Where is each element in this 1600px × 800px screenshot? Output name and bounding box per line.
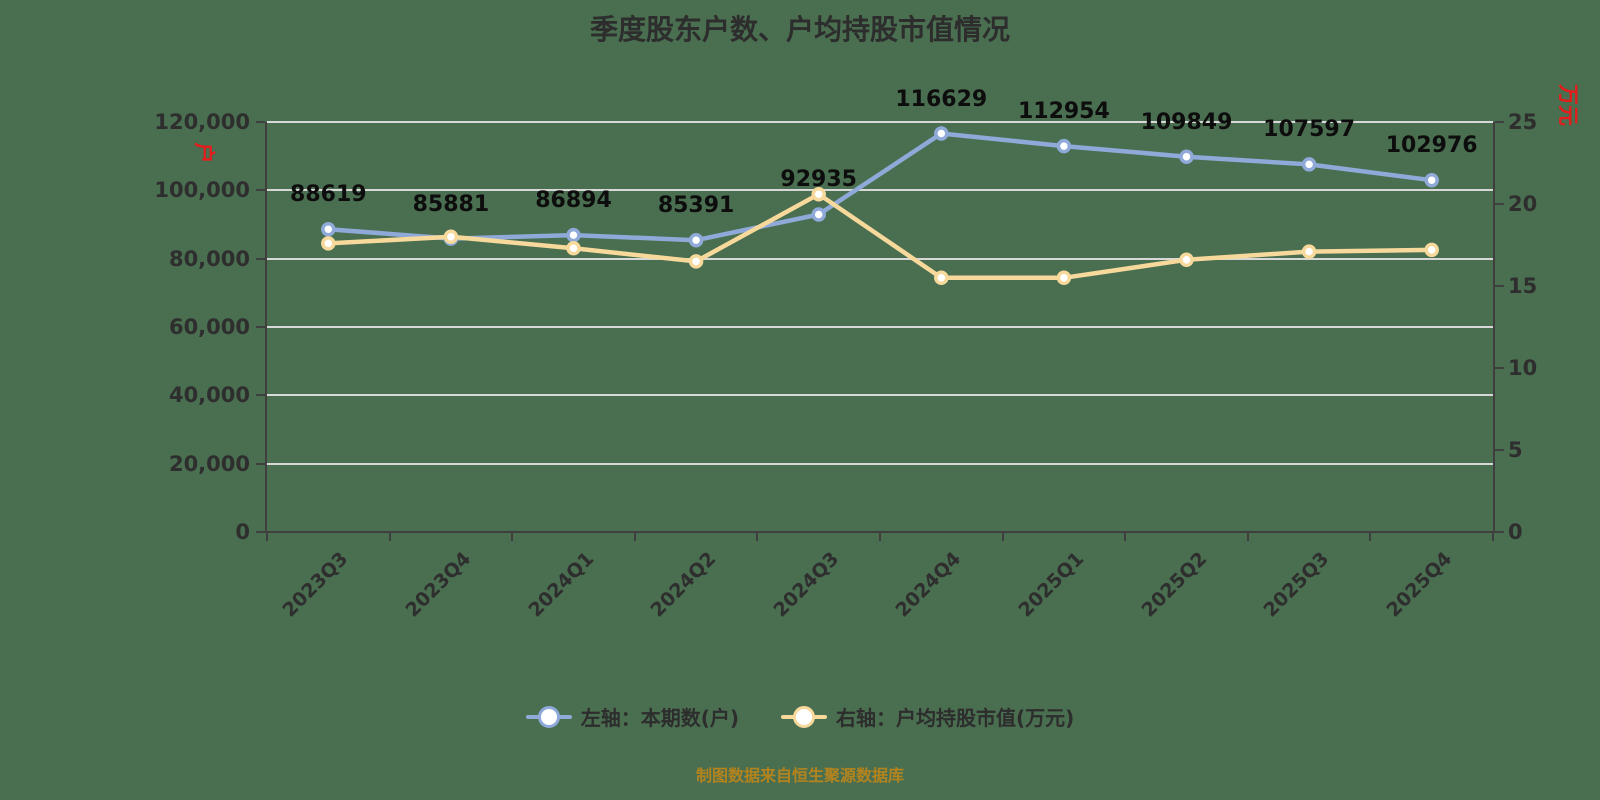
data-point-marker[interactable] xyxy=(811,186,826,202)
x-axis-tick xyxy=(1369,532,1372,541)
y-axis-left-tick xyxy=(256,121,265,123)
y-axis-left-tick-label: 120,000 xyxy=(154,110,250,134)
x-axis-tick-label: 2025Q4 xyxy=(1382,547,1456,622)
y-axis-line-left xyxy=(265,122,267,533)
y-axis-right-tick xyxy=(1495,449,1504,451)
x-axis-tick xyxy=(1246,532,1249,541)
data-point-label: 85881 xyxy=(412,191,490,217)
data-point-marker[interactable] xyxy=(1301,157,1317,172)
x-axis-tick-label: 2025Q2 xyxy=(1137,547,1211,622)
grid-line xyxy=(267,257,1493,260)
x-axis-tick-label: 2025Q1 xyxy=(1014,547,1089,622)
y-axis-right-tick xyxy=(1495,285,1504,287)
x-axis-tick xyxy=(1124,532,1127,541)
y-axis-right-tick-label: 25 xyxy=(1508,110,1538,134)
y-axis-right-tick xyxy=(1495,203,1504,205)
y-axis-right-tick-label: 10 xyxy=(1508,356,1538,380)
x-axis-tick-label: 2024Q1 xyxy=(524,547,598,622)
y-axis-left-tick-label: 40,000 xyxy=(168,383,250,408)
data-point-label: 116629 xyxy=(895,86,988,112)
data-point-marker[interactable] xyxy=(688,254,704,269)
legend-item[interactable]: 左轴：本期数(户) xyxy=(525,702,739,731)
legend: 左轴：本期数(户) 右轴：户均持股市值(万元) xyxy=(0,702,1600,731)
grid-line xyxy=(267,189,1493,192)
y-axis-right-tick-label: 15 xyxy=(1508,274,1538,298)
data-point-marker[interactable] xyxy=(1179,252,1194,268)
y-axis-left-tick xyxy=(256,257,265,260)
footer-note: 制图数据来自恒生聚源数据库 xyxy=(695,766,904,785)
data-point-marker[interactable] xyxy=(688,232,704,248)
chart-title: 季度股东户数、户均持股市值情况 xyxy=(589,13,1010,46)
x-axis-tick xyxy=(1492,532,1494,541)
series-line-blue xyxy=(326,131,1434,243)
y-axis-left-tick xyxy=(256,326,265,328)
data-point-marker[interactable] xyxy=(934,126,949,141)
data-point-marker[interactable] xyxy=(1056,270,1072,286)
data-point-marker[interactable] xyxy=(443,229,459,245)
grid-line xyxy=(267,394,1493,397)
x-axis-tick xyxy=(511,532,514,541)
y-axis-right-tick-label: 0 xyxy=(1508,520,1523,544)
data-point-marker[interactable] xyxy=(934,270,949,286)
data-point-marker[interactable] xyxy=(1424,242,1439,258)
data-point-marker[interactable] xyxy=(566,241,581,256)
data-point-label: 107597 xyxy=(1263,117,1356,143)
series-line-yellow xyxy=(326,191,1434,281)
y-axis-left-tick xyxy=(256,189,265,192)
data-point-marker[interactable] xyxy=(321,236,336,251)
data-point-label: 112954 xyxy=(1017,99,1110,125)
data-point-marker[interactable] xyxy=(321,221,336,237)
y-axis-left-tick xyxy=(256,394,265,397)
y-axis-left-tick-label: 60,000 xyxy=(168,315,250,339)
data-point-marker[interactable] xyxy=(1056,138,1072,154)
data-point-label: 86894 xyxy=(535,188,612,214)
legend-item-label: 左轴：本期数(户) xyxy=(580,706,739,730)
y-axis-left-tick-label: 100,000 xyxy=(154,178,250,203)
data-point-marker[interactable] xyxy=(1301,244,1317,259)
y-axis-right-tick-label: 20 xyxy=(1508,192,1538,216)
y-axis-left-tick xyxy=(256,531,265,533)
y-axis-line-right xyxy=(1493,122,1495,533)
x-axis-tick-label: 2023Q3 xyxy=(278,547,353,622)
legend-line-circle-icon xyxy=(525,705,572,728)
y-axis-left-tick xyxy=(256,462,265,465)
legend-item-label: 右轴：户均持股市值(万元) xyxy=(836,706,1075,730)
y-axis-left-tick-label: 20,000 xyxy=(168,451,250,476)
x-axis-tick-label: 2025Q3 xyxy=(1259,547,1334,622)
data-point-marker[interactable] xyxy=(1424,172,1439,188)
x-axis-tick xyxy=(879,532,881,541)
legend-item[interactable]: 右轴：户均持股市值(万元) xyxy=(781,702,1074,731)
data-point-label: 85391 xyxy=(657,193,735,219)
y-axis-right-tick xyxy=(1495,121,1504,123)
data-point-marker[interactable] xyxy=(811,207,826,222)
grid-line xyxy=(267,462,1493,465)
data-point-label: 92935 xyxy=(780,167,857,193)
data-point-marker[interactable] xyxy=(1179,149,1194,164)
x-axis-tick xyxy=(756,532,759,541)
data-point-label: 88619 xyxy=(290,182,367,208)
y-axis-right-tick xyxy=(1495,367,1504,369)
grid-line xyxy=(267,326,1493,328)
grid-line xyxy=(267,121,1493,123)
x-axis-tick-label: 2024Q3 xyxy=(769,547,843,622)
y-axis-left-tick-label: 80,000 xyxy=(168,246,250,271)
series-plot xyxy=(321,126,1439,286)
x-axis-tick xyxy=(388,532,391,541)
data-point-label: 102976 xyxy=(1385,133,1478,159)
legend-line-circle-icon xyxy=(781,705,827,728)
x-axis-tick-label: 2023Q4 xyxy=(401,547,476,622)
left-axis-name: 户 xyxy=(192,142,216,164)
x-axis-tick-label: 2024Q2 xyxy=(646,547,721,622)
x-axis-tick xyxy=(633,532,636,541)
x-axis-tick xyxy=(266,532,268,541)
y-axis-left-tick-label: 0 xyxy=(235,520,250,544)
y-axis-right-tick xyxy=(1495,531,1504,533)
y-axis-right-tick-label: 5 xyxy=(1508,438,1523,462)
x-axis-tick-label: 2024Q4 xyxy=(891,547,966,622)
x-axis-tick xyxy=(1001,532,1004,541)
data-point-marker[interactable] xyxy=(566,227,581,243)
data-point-label: 109849 xyxy=(1140,109,1233,135)
